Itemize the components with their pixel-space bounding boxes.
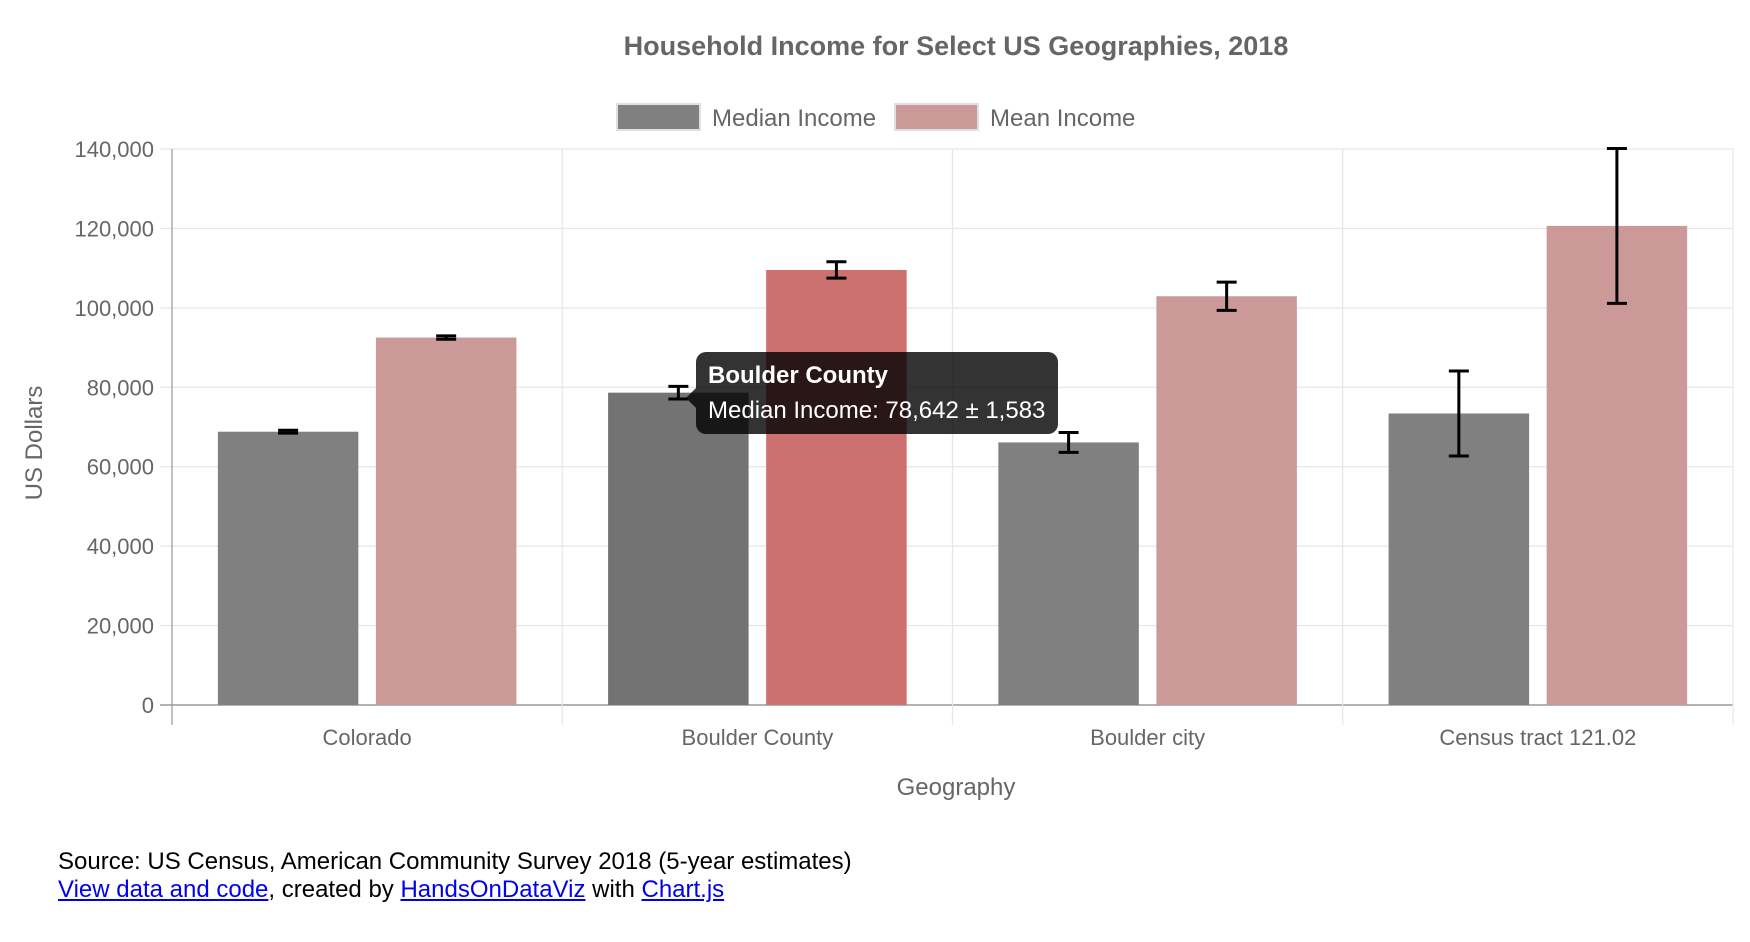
tooltip: Boulder County Median Income: 78,642 ± 1… bbox=[686, 352, 1058, 434]
bar-chart: Household Income for Select US Geographi… bbox=[21, 31, 1734, 801]
y-tick-label: 140,000 bbox=[74, 137, 154, 162]
legend-item-mean[interactable]: Mean Income bbox=[894, 103, 1135, 132]
tooltip-body: Median Income: 78,642 ± 1,583 bbox=[708, 397, 1045, 424]
y-tick-label: 100,000 bbox=[74, 296, 154, 321]
y-tick-label: 80,000 bbox=[87, 375, 154, 400]
tooltip-caret bbox=[686, 388, 696, 408]
y-axis-title: US Dollars bbox=[21, 386, 48, 501]
mean-income-bar[interactable] bbox=[1546, 225, 1688, 705]
legend-item-median[interactable]: Median Income bbox=[616, 103, 876, 132]
x-tick-label: Boulder County bbox=[682, 725, 834, 750]
source-note: Source: US Census, American Community Su… bbox=[58, 848, 852, 875]
chart-title: Household Income for Select US Geographi… bbox=[624, 31, 1289, 61]
x-axis-title: Geography bbox=[897, 774, 1016, 801]
mean-income-bar[interactable] bbox=[766, 269, 907, 705]
legend-swatch-median bbox=[616, 103, 701, 131]
median-income-bar[interactable] bbox=[608, 392, 749, 705]
x-axis-ticks: Colorado Boulder County Boulder city Census… bbox=[322, 725, 1636, 750]
y-tick-label: 120,000 bbox=[74, 216, 154, 241]
mean-income-bar[interactable] bbox=[1156, 296, 1297, 705]
y-tick-label: 0 bbox=[142, 693, 154, 718]
view-data-link[interactable]: View data and code bbox=[58, 876, 269, 903]
handsondataviz-link[interactable]: HandsOnDataViz bbox=[400, 876, 586, 903]
median-income-bar[interactable] bbox=[1388, 413, 1530, 705]
credits-line: View data and code, created by HandsOnDa… bbox=[58, 876, 852, 904]
credits-sep-1: , created by bbox=[268, 876, 401, 903]
y-axis-ticks: 0 20,000 40,000 60,000 80,000 100,000 120,000 1… bbox=[74, 137, 154, 718]
mean-income-bar[interactable] bbox=[375, 337, 517, 705]
y-tick-label: 20,000 bbox=[87, 614, 154, 639]
legend: Median Income Mean Income bbox=[616, 103, 1135, 132]
credits-sep-2: with bbox=[585, 876, 642, 903]
y-tick-label: 60,000 bbox=[87, 455, 154, 480]
x-tick-label: Boulder city bbox=[1090, 725, 1205, 750]
chartjs-link[interactable]: Chart.js bbox=[641, 876, 725, 903]
footer: Source: US Census, American Community Su… bbox=[58, 848, 852, 904]
legend-swatch-mean bbox=[894, 103, 979, 131]
x-tick-label: Colorado bbox=[322, 725, 411, 750]
median-income-bar[interactable] bbox=[998, 442, 1139, 705]
x-tick-label: Census tract 121.02 bbox=[1439, 725, 1636, 750]
error-bars bbox=[278, 146, 1627, 458]
y-tick-label: 40,000 bbox=[87, 534, 154, 559]
median-income-bar[interactable] bbox=[217, 431, 359, 705]
tooltip-title: Boulder County bbox=[708, 362, 889, 389]
legend-label-median: Median Income bbox=[712, 105, 876, 132]
bars bbox=[217, 225, 1688, 705]
legend-label-mean: Mean Income bbox=[990, 105, 1135, 132]
tooltip-box bbox=[696, 352, 1058, 434]
